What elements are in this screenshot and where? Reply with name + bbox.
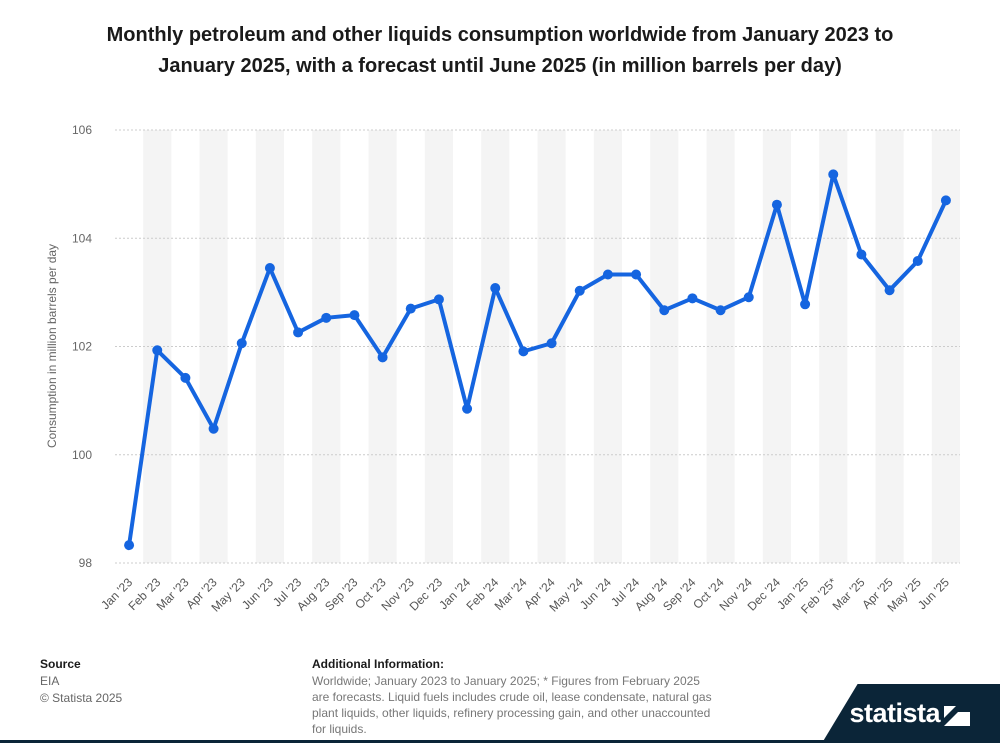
y-tick-label: 102 — [72, 340, 92, 354]
data-point — [546, 338, 557, 349]
data-point — [433, 294, 444, 305]
y-tick-label: 104 — [72, 231, 92, 245]
data-point — [884, 285, 895, 296]
source-heading: Source — [40, 657, 81, 671]
data-point — [631, 269, 642, 280]
data-point — [828, 169, 839, 180]
statista-icon — [944, 706, 970, 726]
data-point — [349, 310, 360, 321]
data-point — [574, 285, 585, 296]
x-tick-label: Mar '23 — [154, 575, 192, 613]
x-tick-label: Mar '25 — [830, 575, 868, 613]
data-point — [236, 338, 247, 349]
info-text: Worldwide; January 2023 to January 2025;… — [312, 674, 712, 736]
data-point — [124, 540, 135, 551]
y-axis-ticks: 98 100 102 104 106 — [72, 123, 92, 570]
x-tick-label: Mar '24 — [492, 575, 530, 613]
info-heading: Additional Information: — [312, 657, 444, 671]
data-point — [377, 352, 388, 363]
additional-info: Additional Information: Worldwide; Janua… — [312, 656, 712, 737]
data-point — [743, 292, 754, 303]
data-point — [490, 283, 501, 294]
y-tick-label: 98 — [79, 556, 93, 570]
x-tick-label: Jun '23 — [239, 575, 276, 612]
x-tick-label: Jun '25 — [915, 575, 952, 612]
copyright: © Statista 2025 — [40, 691, 123, 705]
brand-logo: statista — [849, 698, 940, 728]
data-point — [264, 263, 275, 274]
series-line — [127, 172, 948, 548]
data-point — [659, 305, 670, 316]
data-point — [462, 403, 473, 414]
x-tick-label: Jun '24 — [577, 575, 614, 612]
data-point — [856, 249, 867, 260]
data-point — [208, 423, 219, 434]
data-point — [602, 269, 613, 280]
source-name: EIA — [40, 674, 60, 688]
data-point — [687, 293, 698, 304]
data-point — [912, 255, 923, 266]
data-point — [800, 299, 811, 310]
data-point — [715, 305, 726, 316]
data-point — [293, 327, 304, 338]
data-point — [180, 372, 191, 383]
data-point — [321, 312, 332, 323]
footer-line — [0, 740, 1000, 743]
y-tick-label: 100 — [72, 448, 92, 462]
data-point — [405, 303, 416, 314]
data-point — [940, 195, 951, 206]
data-point — [771, 199, 782, 210]
source-block: Source EIA © Statista 2025 — [40, 656, 122, 707]
chart-title: Monthly petroleum and other liquids cons… — [106, 24, 894, 77]
brand-badge — [822, 684, 1000, 743]
data-point — [518, 346, 529, 357]
y-axis-label: Consumption in million barrels per day — [45, 244, 59, 448]
series-group — [124, 169, 951, 551]
data-point — [152, 345, 163, 356]
y-tick-label: 106 — [72, 123, 92, 137]
